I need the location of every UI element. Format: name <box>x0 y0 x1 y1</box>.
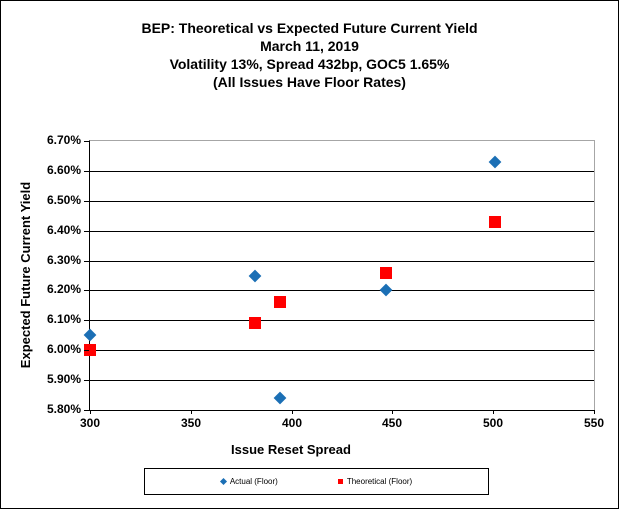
y-axis-tick-label: 6.40% <box>46 223 81 237</box>
x-axis-tickmark <box>392 410 393 414</box>
x-axis-tick-label: 500 <box>482 416 504 430</box>
y-axis-tickmark <box>84 380 89 381</box>
x-axis-tick-label: 450 <box>381 416 403 430</box>
data-point-theoretical-floor <box>249 317 262 330</box>
y-axis-tick-label: 6.00% <box>46 342 81 356</box>
data-point-actual-floor <box>488 155 502 169</box>
chart-title: BEP: Theoretical vs Expected Future Curr… <box>1 19 618 91</box>
x-axis-tickmark <box>191 410 192 414</box>
x-axis-tick-label: 550 <box>583 416 605 430</box>
diamond-icon <box>219 477 227 486</box>
gridline <box>90 290 594 291</box>
gridline <box>90 350 594 351</box>
data-point-actual-floor <box>83 328 97 342</box>
data-point-theoretical-floor <box>84 344 96 357</box>
y-axis-tickmark <box>84 320 89 321</box>
y-axis-tick-label: 6.30% <box>46 253 81 267</box>
chart-title-line-3: Volatility 13%, Spread 432bp, GOC5 1.65% <box>169 56 450 72</box>
data-point-theoretical-floor <box>489 215 502 228</box>
x-axis-title: Issue Reset Spread <box>231 442 351 457</box>
y-axis-tickmark <box>84 171 89 172</box>
data-point-theoretical-floor <box>380 266 393 279</box>
y-axis-tick-label: 6.70% <box>46 133 81 147</box>
x-axis-tickmark <box>594 410 595 414</box>
y-axis-tickmark <box>84 350 89 351</box>
gridline <box>90 171 594 172</box>
y-axis-tick-label: 6.10% <box>46 312 81 326</box>
legend-item-actual-floor: Actual (Floor) <box>219 477 278 486</box>
y-axis-tick-label: 5.80% <box>46 402 81 416</box>
legend-item-theoretical-floor: Theoretical (Floor) <box>337 477 413 486</box>
x-axis-tick-label: 400 <box>281 416 303 430</box>
gridline <box>90 261 594 262</box>
y-axis-tickmark <box>84 231 89 232</box>
chart-title-line-2: March 11, 2019 <box>260 38 359 54</box>
legend-box: Actual (Floor) Theoretical (Floor) <box>144 468 489 495</box>
chart-title-line-4: (All Issues Have Floor Rates) <box>213 74 406 90</box>
y-axis-tickmark <box>84 290 89 291</box>
gridline <box>90 380 594 381</box>
y-axis-tick-label: 6.60% <box>46 163 81 177</box>
y-axis-tick-label: 6.20% <box>46 282 81 296</box>
x-axis-tick-label: 350 <box>180 416 202 430</box>
x-axis-tick-label: 300 <box>79 416 101 430</box>
x-axis-tickmark <box>292 410 293 414</box>
x-axis-tickmark <box>493 410 494 414</box>
plot-area <box>83 140 595 411</box>
x-axis-tickmark <box>90 410 91 414</box>
y-axis-tickmark <box>84 201 89 202</box>
y-axis-tickmark <box>84 141 89 142</box>
y-axis-tick-label: 6.50% <box>46 193 81 207</box>
gridline <box>90 231 594 232</box>
data-point-actual-floor <box>273 391 286 405</box>
data-point-theoretical-floor <box>273 296 286 309</box>
square-icon <box>337 479 343 484</box>
y-axis-tickmark <box>84 410 89 411</box>
y-axis-tick-label: 5.90% <box>46 372 81 386</box>
y-axis-tickmark <box>84 261 89 262</box>
legend-label: Theoretical (Floor) <box>346 477 413 486</box>
data-point-actual-floor <box>248 269 262 282</box>
legend-label: Actual (Floor) <box>229 477 278 486</box>
gridline <box>90 320 594 321</box>
chart-title-line-1: BEP: Theoretical vs Expected Future Curr… <box>141 20 478 36</box>
gridline <box>90 201 594 202</box>
data-point-actual-floor <box>379 284 393 297</box>
